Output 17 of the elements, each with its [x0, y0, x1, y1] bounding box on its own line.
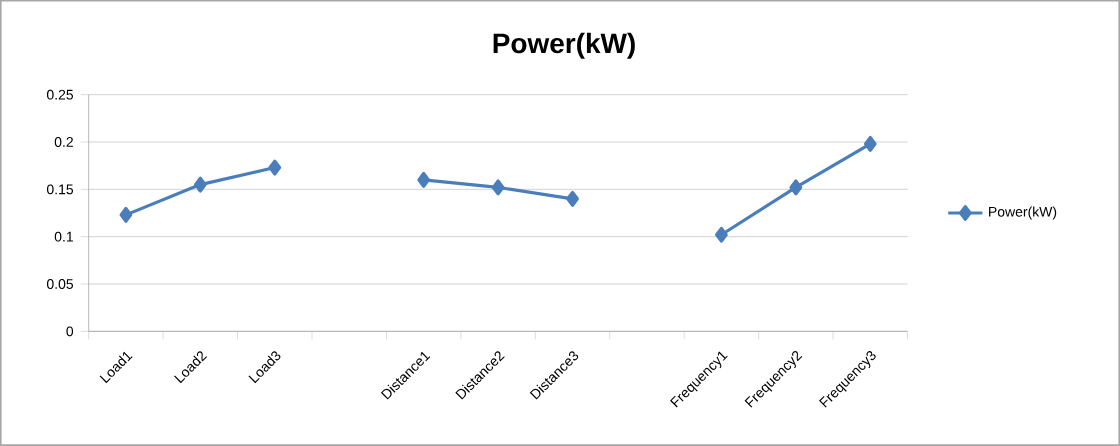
point — [193, 176, 207, 193]
y-tick-label: 0.05 — [46, 279, 74, 289]
point — [715, 226, 728, 243]
point — [566, 190, 579, 207]
y-tick-label: 0.1 — [54, 231, 73, 242]
point — [863, 135, 877, 152]
y-tick-label: 0.25 — [46, 89, 74, 100]
point — [491, 179, 505, 196]
point — [789, 179, 803, 196]
y-tick-label: 0 — [66, 326, 74, 337]
y-tick-label: 0.2 — [54, 137, 73, 147]
point — [268, 159, 282, 176]
y-tick-label: 0.15 — [46, 184, 74, 195]
chart-title: Power(kW) — [493, 32, 635, 59]
point — [119, 206, 133, 223]
legend-label: Power(kW) — [989, 206, 1057, 220]
point — [417, 171, 431, 188]
